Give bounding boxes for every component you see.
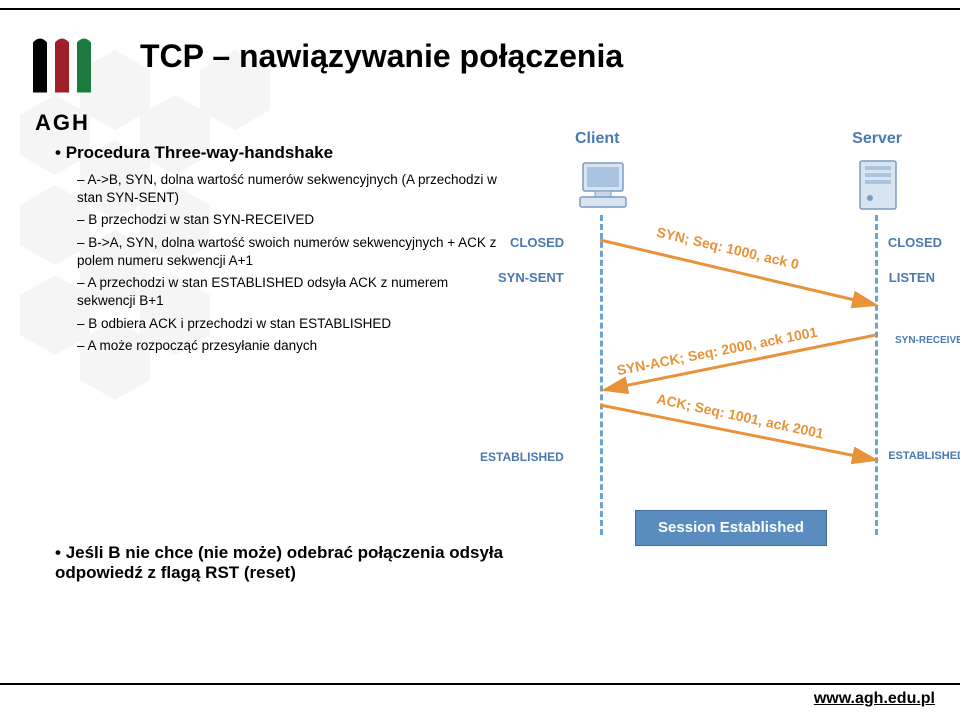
slide: AGH TCP – nawiązywanie połączenia Proced… (0, 0, 960, 720)
main-bullets: Procedura Three-way-handshake A->B, SYN,… (55, 135, 505, 359)
top-divider (0, 8, 960, 10)
session-established-box: Session Established (635, 510, 827, 546)
handshake-diagram: Client Server CLOSED SYN-SENT ESTABLISHE… (500, 130, 930, 550)
server-label: Server (852, 130, 902, 148)
server-icon (850, 158, 905, 218)
subbullet-2: B przechodzi w stan SYN-RECEIVED (77, 211, 505, 229)
secondary-bullets: Jeśli B nie chce (nie może) odebrać połą… (55, 535, 535, 591)
subbullet-5: B odbiera ACK i przechodzi w stan ESTABL… (77, 315, 505, 333)
bullet-1: Procedura Three-way-handshake (55, 143, 505, 163)
slide-title: TCP – nawiązywanie połączenia (140, 38, 623, 75)
subbullet-3: B->A, SYN, dolna wartość swoich numerów … (77, 234, 505, 270)
footer-divider (0, 683, 960, 685)
arrows-svg (600, 215, 880, 535)
state-synsent: SYN-SENT (498, 270, 564, 285)
client-icon (575, 158, 630, 218)
agh-logo: AGH (25, 25, 100, 136)
subbullet-6: A może rozpocząć przesyłanie danych (77, 337, 505, 355)
state-closed-left: CLOSED (510, 235, 564, 250)
state-listen: LISTEN (889, 270, 935, 285)
logo-text: AGH (25, 110, 100, 136)
state-closed-right: CLOSED (888, 235, 942, 250)
state-est-right: ESTABLISHED (888, 450, 960, 462)
client-label: Client (575, 130, 619, 148)
bullet-2: Jeśli B nie chce (nie może) odebrać połą… (55, 543, 535, 583)
footer-url: www.agh.edu.pl (814, 690, 935, 708)
subbullet-1: A->B, SYN, dolna wartość numerów sekwenc… (77, 171, 505, 207)
state-est-left: ESTABLISHED (480, 450, 564, 464)
subbullet-4: A przechodzi w stan ESTABLISHED odsyła A… (77, 274, 505, 310)
state-synrec: SYN-RECEIVED (895, 335, 960, 346)
